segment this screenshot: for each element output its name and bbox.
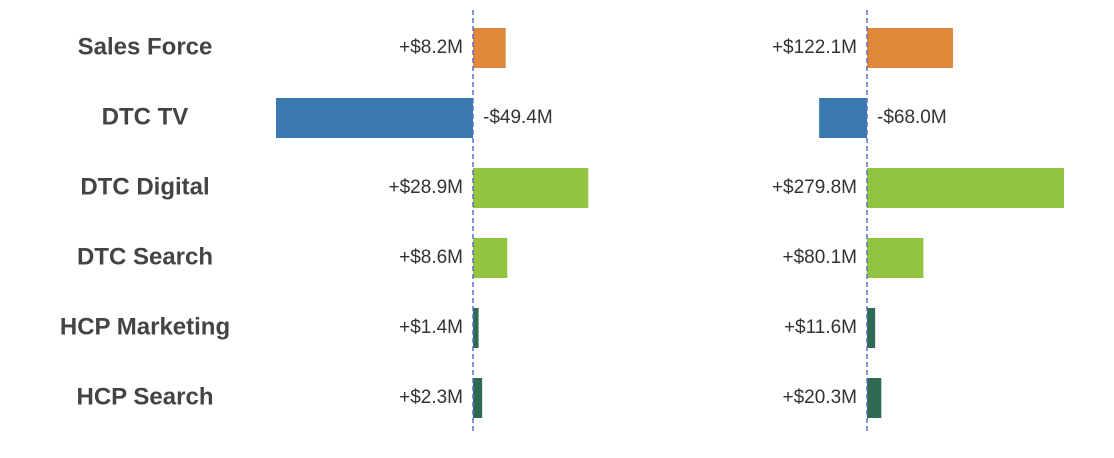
category-label: DTC Digital [80, 173, 209, 200]
value-label: +$11.6M [784, 317, 857, 338]
bar [819, 98, 867, 138]
value-label: +$8.2M [399, 37, 463, 58]
value-label: +$20.3M [783, 387, 857, 408]
value-label: +$8.6M [399, 247, 463, 268]
category-label: HCP Search [77, 383, 214, 410]
bar [867, 168, 1064, 208]
value-label: +$28.9M [389, 177, 463, 198]
category-label: Sales Force [78, 33, 213, 60]
value-label: +$1.4M [399, 317, 463, 338]
bar [867, 238, 924, 278]
category-label: DTC TV [102, 103, 189, 130]
bar [867, 308, 876, 348]
bar [867, 378, 882, 418]
bar [473, 308, 479, 348]
value-label: +$122.1M [772, 37, 857, 58]
bar [473, 238, 508, 278]
bar [473, 168, 589, 208]
value-label: +$80.1M [783, 247, 857, 268]
bar [473, 28, 506, 68]
bar [276, 98, 473, 138]
value-label: +$279.8M [772, 177, 857, 198]
bar [867, 28, 953, 68]
value-label: -$68.0M [877, 107, 947, 128]
bar [473, 378, 483, 418]
value-label: +$2.3M [399, 387, 463, 408]
category-label: HCP Marketing [60, 313, 230, 340]
category-label: DTC Search [77, 243, 213, 270]
value-label: -$49.4M [483, 107, 553, 128]
